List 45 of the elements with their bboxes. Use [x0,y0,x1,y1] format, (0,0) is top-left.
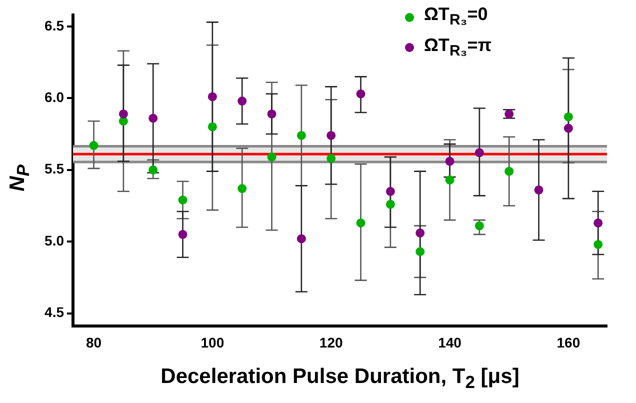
point [356,89,366,98]
point [326,154,336,163]
point [594,218,603,228]
point [296,234,306,244]
point [267,109,276,118]
point [564,124,573,133]
point [416,247,425,256]
legend-label: ΩT$_{R₃}$=0 [424,3,488,31]
point [474,148,484,158]
point [416,228,425,238]
x-tick-label: 160 [556,334,580,350]
y-tick-label: 5.0 [44,232,64,248]
y-tick-label: 4.5 [44,304,64,320]
x-axis-title: Deceleration Pulse Duration, T$_{2}$ [μs] [160,365,520,394]
x-tick-label: 140 [438,334,462,350]
point [386,200,395,209]
point [118,109,128,118]
point [445,175,454,184]
point [326,130,336,140]
point [445,156,454,166]
point [178,230,188,239]
point [474,221,484,230]
point [594,240,603,249]
y-tick-label: 5.5 [44,160,64,177]
y-tick-label: 6.5 [44,17,64,34]
point [148,165,158,174]
point [504,166,514,176]
point [178,196,188,204]
point [89,141,98,150]
point [356,218,366,228]
x-tick-label: 100 [200,334,224,350]
legend-label: ΩT$_{R₃}$=π [424,34,492,62]
point [238,184,247,194]
point [208,122,217,132]
point [534,185,544,194]
y-tick-label: 6.0 [44,89,64,106]
point [386,186,395,196]
point [238,96,247,106]
point [208,92,217,102]
point [296,130,306,140]
x-tick-label: 120 [319,334,343,350]
point [267,152,276,162]
point [148,114,158,123]
point [564,112,573,122]
x-tick-label: 80 [86,334,102,350]
